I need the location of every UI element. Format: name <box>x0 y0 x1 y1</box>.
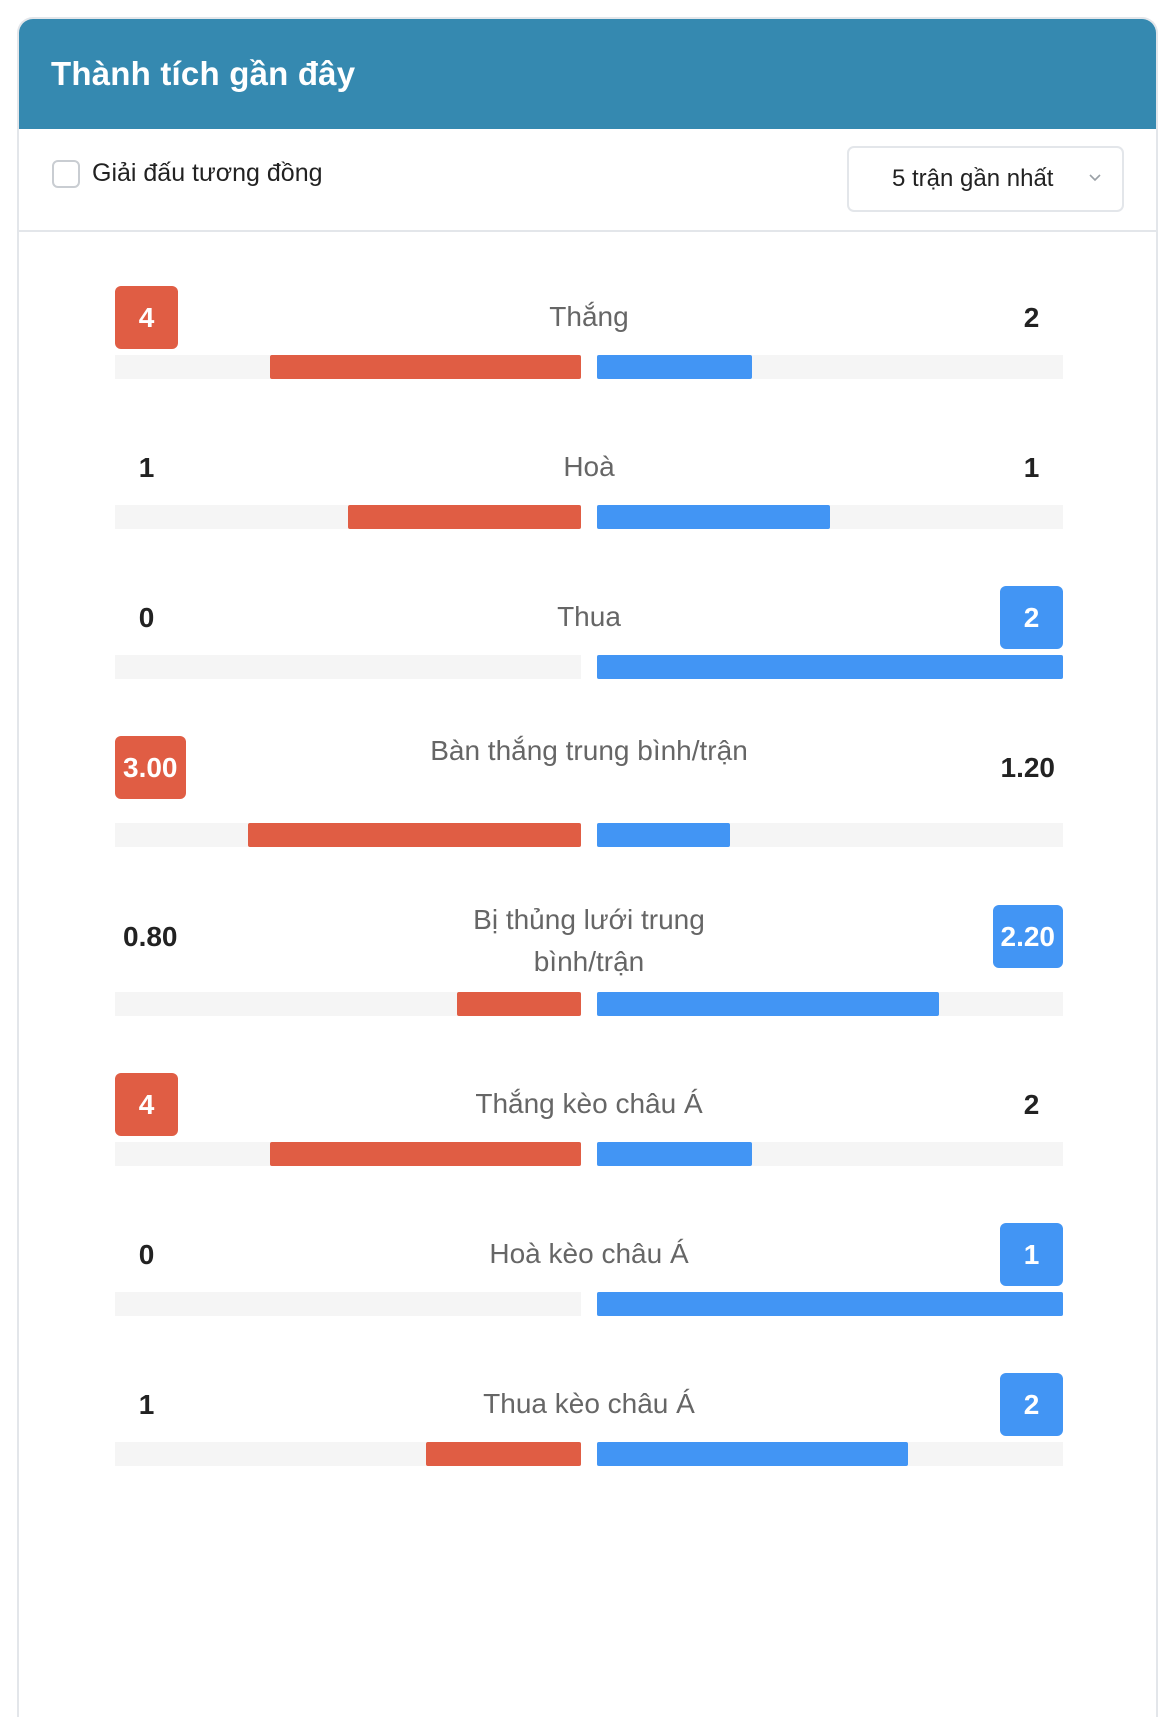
home-bar-fill <box>248 823 581 847</box>
card-header: Thành tích gần đây <box>19 19 1156 129</box>
away-bar-track <box>597 992 1063 1016</box>
away-bar-track <box>597 505 1063 529</box>
away-bar-fill <box>597 823 730 847</box>
away-value: 2 <box>1023 301 1040 333</box>
away-bar-track <box>597 823 1063 847</box>
stat-label: Bị thủng lưới trung bình/trận <box>473 904 705 977</box>
comparison-bars <box>115 355 1063 379</box>
comparison-bars <box>115 1292 1063 1316</box>
filter-bar: Giải đấu tương đồng 5 trận gần nhất <box>19 129 1156 232</box>
comparison-bars <box>115 1142 1063 1166</box>
chevron-down-icon[interactable] <box>1088 170 1102 184</box>
away-bar-fill <box>597 355 752 379</box>
away-bar-fill <box>597 655 1063 679</box>
stat-label: Thua kèo châu Á <box>483 1388 695 1419</box>
home-bar-track <box>115 1292 581 1316</box>
checkbox-label[interactable]: Giải đấu tương đồng <box>92 159 323 187</box>
away-bar-fill <box>597 505 830 529</box>
home-bar-track <box>115 1142 581 1166</box>
home-value: 4 <box>115 286 178 349</box>
stat-label: Thắng kèo châu Á <box>475 1088 703 1119</box>
card-title: Thành tích gần đây <box>51 55 356 92</box>
home-value: 4 <box>115 1073 178 1136</box>
away-bar-track <box>597 1292 1063 1316</box>
away-bar-track <box>597 355 1063 379</box>
home-value: 0.80 <box>123 920 178 952</box>
comparison-bars <box>115 823 1063 847</box>
home-bar-track <box>115 1442 581 1466</box>
select-value[interactable]: 5 trận gần nhất <box>892 165 1054 192</box>
away-bar-fill <box>597 1442 908 1466</box>
comparison-bars <box>115 655 1063 679</box>
away-value: 2 <box>1023 1088 1040 1120</box>
away-bar-track <box>597 1142 1063 1166</box>
home-value: 3.00 <box>115 736 186 799</box>
away-value: 1 <box>1000 1223 1063 1286</box>
home-value: 1 <box>138 1388 155 1420</box>
home-bar-track <box>115 505 581 529</box>
comparison-bars <box>115 1442 1063 1466</box>
home-bar-fill <box>270 355 581 379</box>
home-bar-track <box>115 823 581 847</box>
home-bar-fill <box>348 505 581 529</box>
comparison-bars <box>115 992 1063 1016</box>
home-value: 1 <box>138 451 155 483</box>
home-bar-fill <box>457 992 581 1016</box>
home-bar-fill <box>426 1442 581 1466</box>
away-value: 2 <box>1000 586 1063 649</box>
similar-league-checkbox[interactable]: Giải đấu tương đồng <box>52 159 323 188</box>
away-bar-track <box>597 655 1063 679</box>
home-bar-track <box>115 655 581 679</box>
away-bar-fill <box>597 1292 1063 1316</box>
recent-form-card: Thành tích gần đây Giải đấu tương đồng 5… <box>17 17 1158 1717</box>
away-bar-track <box>597 1442 1063 1466</box>
away-value: 1.20 <box>1000 751 1056 783</box>
home-value: 0 <box>138 601 155 633</box>
stats-list: 4 Thắng 2 1 Hoà 1 0 Thua 2 3.00 Bàn thắng trung bì… <box>19 232 1156 1717</box>
away-value: 2.20 <box>992 905 1063 968</box>
comparison-bars <box>115 505 1063 529</box>
home-bar-fill <box>270 1142 581 1166</box>
home-bar-track <box>115 355 581 379</box>
away-value: 1 <box>1023 451 1040 483</box>
stat-label: Bàn thắng trung bình/trận <box>430 735 748 766</box>
stat-label: Hoà <box>563 451 615 482</box>
home-value: 0 <box>138 1238 155 1270</box>
stat-label: Thắng <box>549 301 629 332</box>
home-bar-track <box>115 992 581 1016</box>
checkbox-box[interactable] <box>52 159 80 188</box>
away-bar-fill <box>597 1142 752 1166</box>
stat-label: Thua <box>557 601 621 632</box>
stat-label: Hoà kèo châu Á <box>489 1238 689 1269</box>
match-count-select[interactable]: 5 trận gần nhất <box>847 146 1124 212</box>
away-value: 2 <box>1000 1373 1063 1436</box>
away-bar-fill <box>597 992 939 1016</box>
